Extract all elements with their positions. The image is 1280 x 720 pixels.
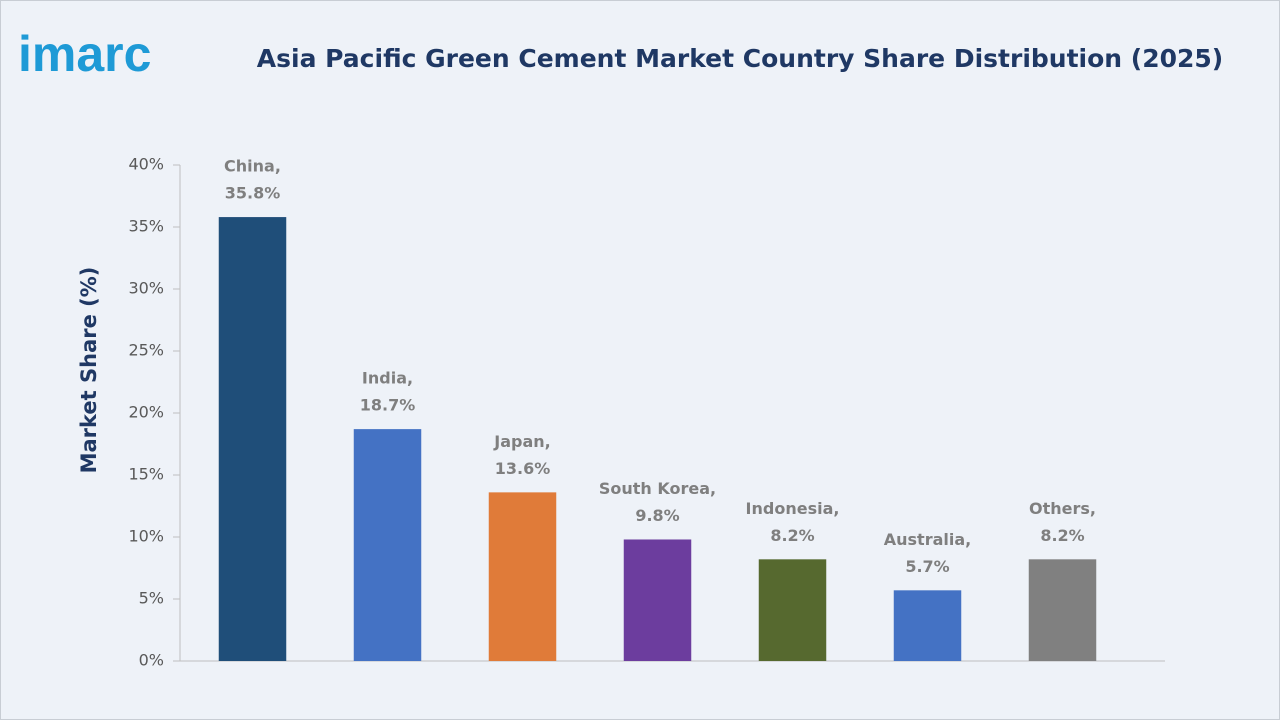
category-label: China, [224, 157, 281, 176]
y-tick-label: 20% [128, 403, 164, 422]
bar [623, 539, 692, 661]
bar [218, 217, 287, 661]
category-label: Others, [1029, 499, 1096, 518]
bar [758, 559, 827, 661]
y-tick-label: 0% [139, 651, 164, 670]
value-label: 8.2% [1040, 526, 1084, 545]
category-label: Japan, [493, 432, 550, 451]
y-tick-label: 30% [128, 279, 164, 298]
y-tick-label: 40% [128, 155, 164, 174]
logo: imarc [18, 26, 151, 82]
category-label: Indonesia, [746, 499, 840, 518]
bar [353, 429, 422, 661]
value-label: 18.7% [360, 396, 416, 415]
y-tick-label: 15% [128, 465, 164, 484]
category-label: Australia, [884, 530, 971, 549]
category-label: India, [362, 369, 413, 388]
y-tick-label: 10% [128, 527, 164, 546]
value-label: 8.2% [770, 526, 814, 545]
y-tick-label: 25% [128, 341, 164, 360]
y-tick-label: 35% [128, 217, 164, 236]
value-label: 5.7% [905, 557, 949, 576]
value-label: 13.6% [495, 459, 551, 478]
value-label: 9.8% [635, 506, 679, 525]
bar [488, 492, 557, 661]
category-label: South Korea, [599, 479, 716, 498]
y-tick-label: 5% [139, 589, 164, 608]
value-label: 35.8% [225, 184, 281, 203]
bar [893, 590, 962, 661]
chart-title: Asia Pacific Green Cement Market Country… [257, 44, 1223, 73]
bar [1028, 559, 1097, 661]
y-axis-label: Market Share (%) [77, 267, 101, 474]
